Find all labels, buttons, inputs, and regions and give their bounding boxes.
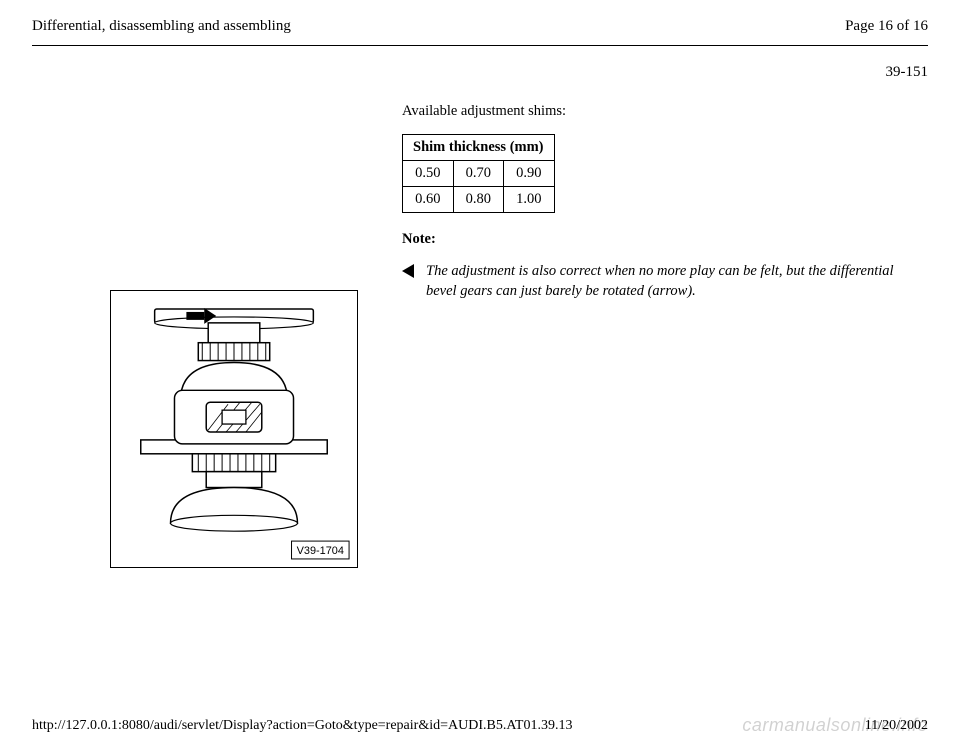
note-heading: Note:: [402, 231, 898, 248]
figure: V39-1704: [110, 290, 358, 568]
table-cell: 0.70: [453, 161, 504, 187]
header-rule: [32, 45, 928, 46]
figure-caption: V39-1704: [297, 545, 344, 557]
table-cell: 0.90: [504, 161, 555, 187]
footer-date: 11/20/2002: [865, 718, 928, 734]
content-column: Available adjustment shims: Shim thickne…: [402, 103, 928, 301]
note-text: The adjustment is also correct when no m…: [426, 262, 898, 301]
table-cell: 1.00: [504, 187, 555, 213]
page-indicator: Page 16 of 16: [845, 18, 928, 35]
lead-text: Available adjustment shims:: [402, 103, 898, 120]
header-row: Differential, disassembling and assembli…: [32, 18, 928, 35]
table-row: 0.50 0.70 0.90: [403, 161, 555, 187]
shim-table: Shim thickness (mm) 0.50 0.70 0.90 0.60 …: [402, 134, 555, 213]
table-row: 0.60 0.80 1.00: [403, 187, 555, 213]
figure-svg: V39-1704: [111, 291, 357, 567]
caret-left-icon: [402, 264, 414, 278]
doc-title: Differential, disassembling and assembli…: [32, 18, 291, 35]
section-number: 39-151: [32, 64, 928, 81]
table-header-row: Shim thickness (mm): [403, 135, 555, 161]
footer: http://127.0.0.1:8080/audi/servlet/Displ…: [0, 718, 960, 734]
table-header: Shim thickness (mm): [403, 135, 555, 161]
table-cell: 0.60: [403, 187, 454, 213]
table-cell: 0.80: [453, 187, 504, 213]
note-row: The adjustment is also correct when no m…: [402, 262, 898, 301]
page: Differential, disassembling and assembli…: [0, 0, 960, 742]
table-cell: 0.50: [403, 161, 454, 187]
footer-url: http://127.0.0.1:8080/audi/servlet/Displ…: [32, 718, 572, 734]
